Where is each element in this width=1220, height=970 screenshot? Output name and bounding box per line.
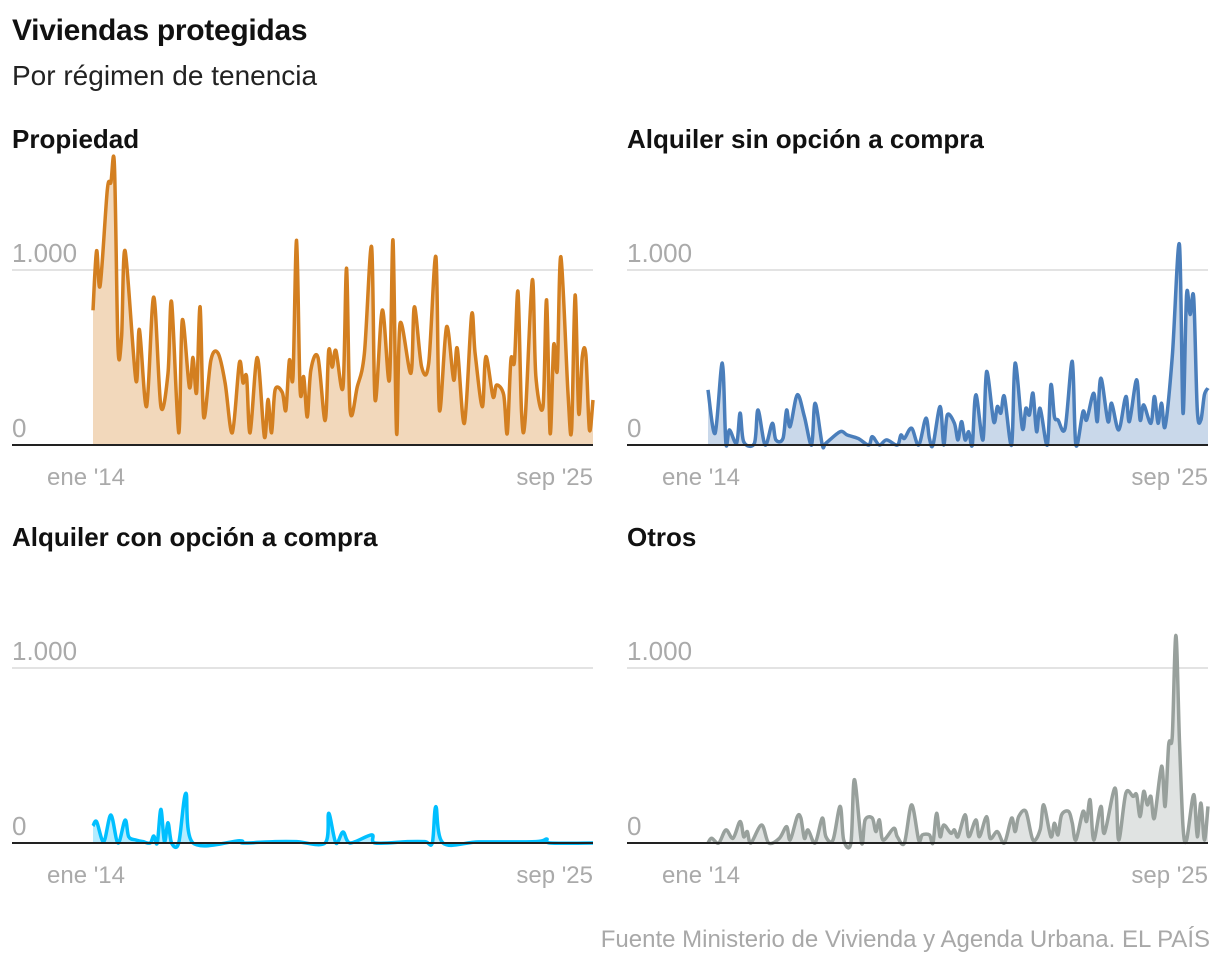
chart-svg: 0 1.000 ene '14 sep '25: [627, 633, 1210, 889]
panel-title: Alquiler sin opción a compra: [627, 124, 984, 154]
x-tick-label: sep '25: [516, 464, 593, 491]
series-area: [708, 243, 1208, 448]
y-tick-label: 0: [627, 413, 641, 443]
series-line: [706, 633, 1210, 850]
y-tick-label: 1.000: [12, 238, 77, 268]
y-tick-label: 0: [12, 811, 26, 841]
panel-otros: Otros 0 1.000 ene '14 sep '25: [615, 508, 1215, 898]
panel-alquiler-con-opcion: Alquiler con opción a compra 0 1.000 ene '…: [0, 508, 600, 898]
x-tick-label: sep '25: [1131, 862, 1208, 889]
panel-title: Propiedad: [12, 124, 140, 154]
x-tick-label: ene '14: [47, 464, 125, 491]
chart-subtitle: Por régimen de tenencia: [12, 60, 318, 91]
y-tick-label: 1.000: [12, 636, 77, 666]
chart-title: Viviendas protegidas: [12, 14, 308, 47]
series-area: [708, 635, 1208, 848]
y-tick-label: 1.000: [627, 238, 692, 268]
y-tick-label: 0: [627, 811, 641, 841]
x-tick-label: sep '25: [1131, 464, 1208, 491]
y-tick-label: 0: [12, 413, 26, 443]
series-area: [93, 793, 593, 848]
x-tick-label: sep '25: [516, 862, 593, 889]
x-tick-label: ene '14: [662, 464, 740, 491]
panel-propiedad: Propiedad 0 1.000 ene '14 sep '25: [0, 110, 600, 500]
x-tick-label: ene '14: [47, 862, 125, 889]
x-tick-label: ene '14: [662, 862, 740, 889]
series-line: [706, 242, 1210, 450]
y-tick-label: 1.000: [627, 636, 692, 666]
panel-alquiler-sin-opcion: Alquiler sin opción a compra 0 1.000 ene '…: [615, 110, 1215, 500]
panel-title: Otros: [627, 522, 697, 552]
chart-svg: 0 1.000 ene '14 sep '25: [627, 238, 1210, 491]
series-area: [93, 156, 593, 445]
panel-title: Alquiler con opción a compra: [12, 522, 378, 552]
series-line: [91, 791, 594, 850]
chart-svg: 0 1.000 ene '14 sep '25: [12, 636, 594, 889]
source-footer: Fuente Ministerio de Vivienda y Agenda U…: [600, 926, 1210, 953]
chart-svg: 0 1.000 ene '14 sep '25: [12, 154, 595, 491]
series-line: [91, 154, 595, 440]
